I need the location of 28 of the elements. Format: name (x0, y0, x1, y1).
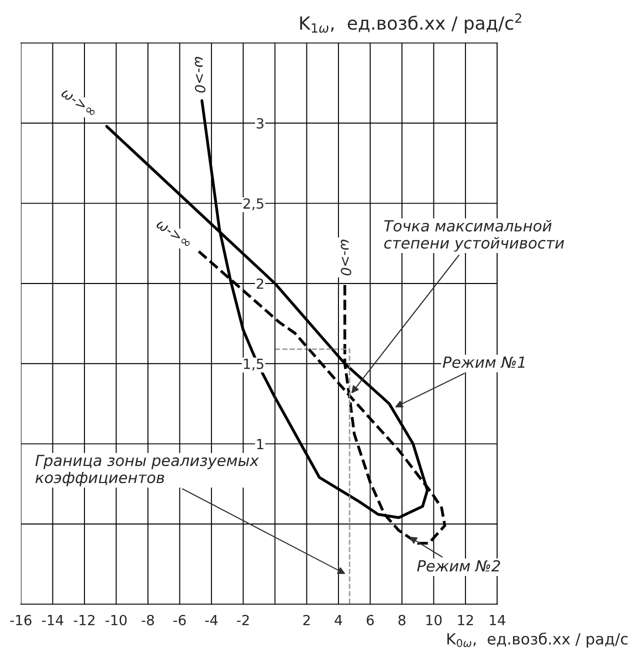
annotation: Граница зоны реализуемых коэффициентов (35, 454, 259, 486)
x-tick-label: 10 (426, 614, 442, 626)
annotation: ω->0 (340, 240, 352, 276)
x-axis-title: K$_{0ω}$, ед.возб.хх / рад/с (447, 632, 628, 648)
annotation: ω->0 (194, 56, 206, 93)
text: 1 (257, 438, 264, 450)
x-tick-label: 12 (458, 614, 473, 626)
x-tick-label: 14 (490, 615, 506, 626)
y-tick-label: 2 (256, 278, 264, 289)
x-tick-label: -8 (142, 614, 154, 626)
x-tick-label: -6 (173, 614, 186, 626)
x-tick-label: 4 (334, 615, 342, 626)
y-tick-label: 3 (256, 118, 264, 129)
y-axis-title: K$_{1ω}$, ед.возб.хх / рад/с$^{2}$ (300, 13, 522, 34)
y-tick-label: 2,5 (243, 198, 264, 210)
x-tick-label: -16 (10, 614, 32, 626)
y-tick-label: 1,5 (244, 358, 264, 371)
x-tick-label: -4 (205, 615, 218, 626)
x-tick-label: -12 (74, 614, 94, 626)
annotation: Режим №1 (442, 356, 524, 368)
x-tick-label: -14 (42, 615, 64, 626)
x-tick-label: -2 (236, 614, 249, 626)
x-tick-label: 8 (398, 614, 406, 626)
annotation: Точка максимальной степени устойчивости (384, 220, 564, 252)
annotation: Режим №2 (417, 560, 500, 572)
x-tick-label: 2 (303, 614, 310, 626)
x-tick-label: 6 (366, 614, 374, 626)
x-tick-label: -10 (106, 614, 127, 626)
